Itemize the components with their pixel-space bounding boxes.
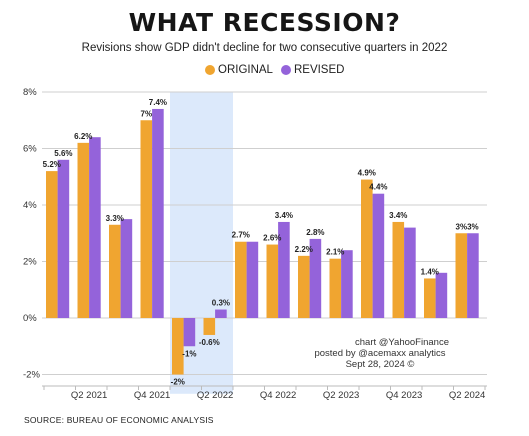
data-label: 3.4% <box>275 211 293 220</box>
y-tick-label: 4% <box>23 200 37 211</box>
y-tick-label: 6% <box>23 144 37 155</box>
bar-original-q2-2024 <box>455 233 468 318</box>
data-label: 4.9% <box>358 169 376 178</box>
x-tick-label: Q2 2021 <box>71 390 107 401</box>
credit-line-2: posted by @acemaxx analytics <box>314 348 445 359</box>
bar-original-q3-2021 <box>109 224 121 318</box>
bar-revised-q1-2024 <box>435 272 448 318</box>
bar-original-q1-2022 <box>172 318 184 375</box>
bar-original-q2-2022 <box>203 318 216 335</box>
bar-revised-q4-2023 <box>404 227 416 318</box>
bar-revised-q1-2021 <box>57 159 70 318</box>
bar-revised-q1-2022 <box>183 318 196 347</box>
data-label: 7.4% <box>149 98 167 107</box>
data-label: 2.6% <box>263 234 281 243</box>
data-label: 5.6% <box>54 149 72 158</box>
data-label: -2% <box>171 378 185 387</box>
bar-original-q3-2023 <box>361 179 373 318</box>
bar-revised-q2-2022 <box>215 309 227 318</box>
credit-line-1: chart @YahooFinance <box>355 337 449 348</box>
bar-revised-q3-2022 <box>246 241 259 318</box>
y-tick-label: 2% <box>23 257 37 268</box>
chart-legend: ORIGINAL REVISED <box>205 64 352 76</box>
y-tick-label: 8% <box>23 87 37 98</box>
credit-line-3: Sept 28, 2024 © <box>346 359 415 370</box>
y-tick-label: -2% <box>23 370 40 381</box>
bar-revised-q2-2023 <box>341 250 353 318</box>
legend-item-original: ORIGINAL <box>205 64 273 76</box>
bar-original-q4-2023 <box>392 221 405 318</box>
data-label: 3% <box>456 222 468 231</box>
bar-original-q1-2023 <box>298 255 310 318</box>
data-label: 5.2% <box>43 160 61 169</box>
bar-original-q2-2021 <box>77 142 90 318</box>
data-label: 2.1% <box>326 248 344 257</box>
bar-original-q1-2021 <box>46 171 58 318</box>
chart-title: WHAT RECESSION? <box>128 8 401 37</box>
bar-original-q4-2022 <box>266 244 279 318</box>
bar-revised-q2-2024 <box>467 233 479 318</box>
x-tick-label: Q4 2022 <box>260 390 296 401</box>
bar-original-q1-2024 <box>424 278 436 318</box>
data-label: 7% <box>141 109 153 118</box>
data-label: 2.8% <box>306 228 324 237</box>
bar-original-q2-2023 <box>329 258 342 318</box>
data-label: 2.2% <box>295 245 313 254</box>
x-tick-label: Q2 2022 <box>197 390 233 401</box>
x-tick-label: Q4 2023 <box>386 390 422 401</box>
bar-revised-q2-2021 <box>89 137 101 318</box>
bar-revised-q1-2023 <box>309 238 322 318</box>
legend-label-original: ORIGINAL <box>218 64 273 76</box>
bar-original-q4-2021 <box>140 120 153 318</box>
bar-original-q3-2022 <box>235 241 247 318</box>
data-label: 2.7% <box>232 231 250 240</box>
data-label: -0.6% <box>199 338 220 347</box>
x-tick-label: Q4 2021 <box>134 390 170 401</box>
bar-revised-q4-2021 <box>152 108 164 318</box>
bar-revised-q3-2021 <box>120 219 133 318</box>
legend-swatch-revised <box>280 65 291 75</box>
legend-swatch-original <box>205 65 215 75</box>
source-note: SOURCE: BUREAU OF ECONOMIC ANALYSIS <box>24 415 214 425</box>
legend-item-revised: REVISED <box>280 64 345 76</box>
data-label: -1% <box>182 349 196 358</box>
x-tick-label: Q2 2024 <box>449 390 485 401</box>
legend-label-revised: REVISED <box>293 64 345 76</box>
data-label: 3% <box>467 222 479 231</box>
data-label: 4.4% <box>369 183 387 192</box>
data-label: 3.3% <box>106 214 124 223</box>
data-label: 0.3% <box>212 299 230 308</box>
data-label: 1.4% <box>421 267 439 276</box>
chart-subtitle: Revisions show GDP didn't decline for tw… <box>81 42 448 54</box>
data-label: 3.4% <box>389 211 407 220</box>
x-tick-label: Q2 2023 <box>323 390 359 401</box>
data-label: 6.2% <box>74 132 92 141</box>
bar-revised-q3-2023 <box>372 193 385 318</box>
bar-revised-q4-2022 <box>278 221 290 318</box>
y-tick-label: 0% <box>23 313 37 324</box>
